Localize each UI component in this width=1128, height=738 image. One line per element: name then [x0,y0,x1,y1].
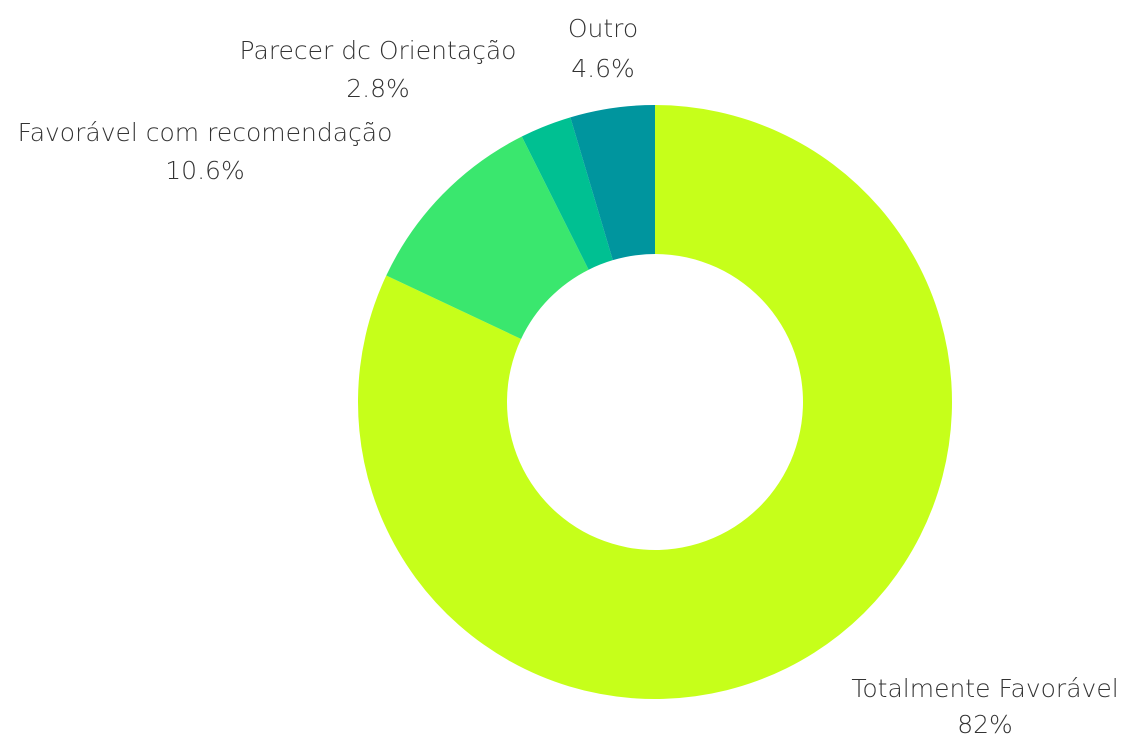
slice-value-label: 82% [957,710,1013,738]
donut-slice [521,117,613,270]
slice-label: Favorável com recomendação [18,118,393,147]
donut-slice [386,136,589,339]
slice-value-label: 10.6% [165,156,244,185]
slice-label: Totalmente Favorável [851,674,1118,703]
slice-label: Parecer dc Orientação [240,36,517,65]
slice-value-label: 2.8% [346,74,410,103]
donut-slice [357,105,952,699]
slice-label: Outro [568,14,638,43]
donut-slice [570,105,655,261]
slice-value-label: 4.6% [571,54,635,83]
